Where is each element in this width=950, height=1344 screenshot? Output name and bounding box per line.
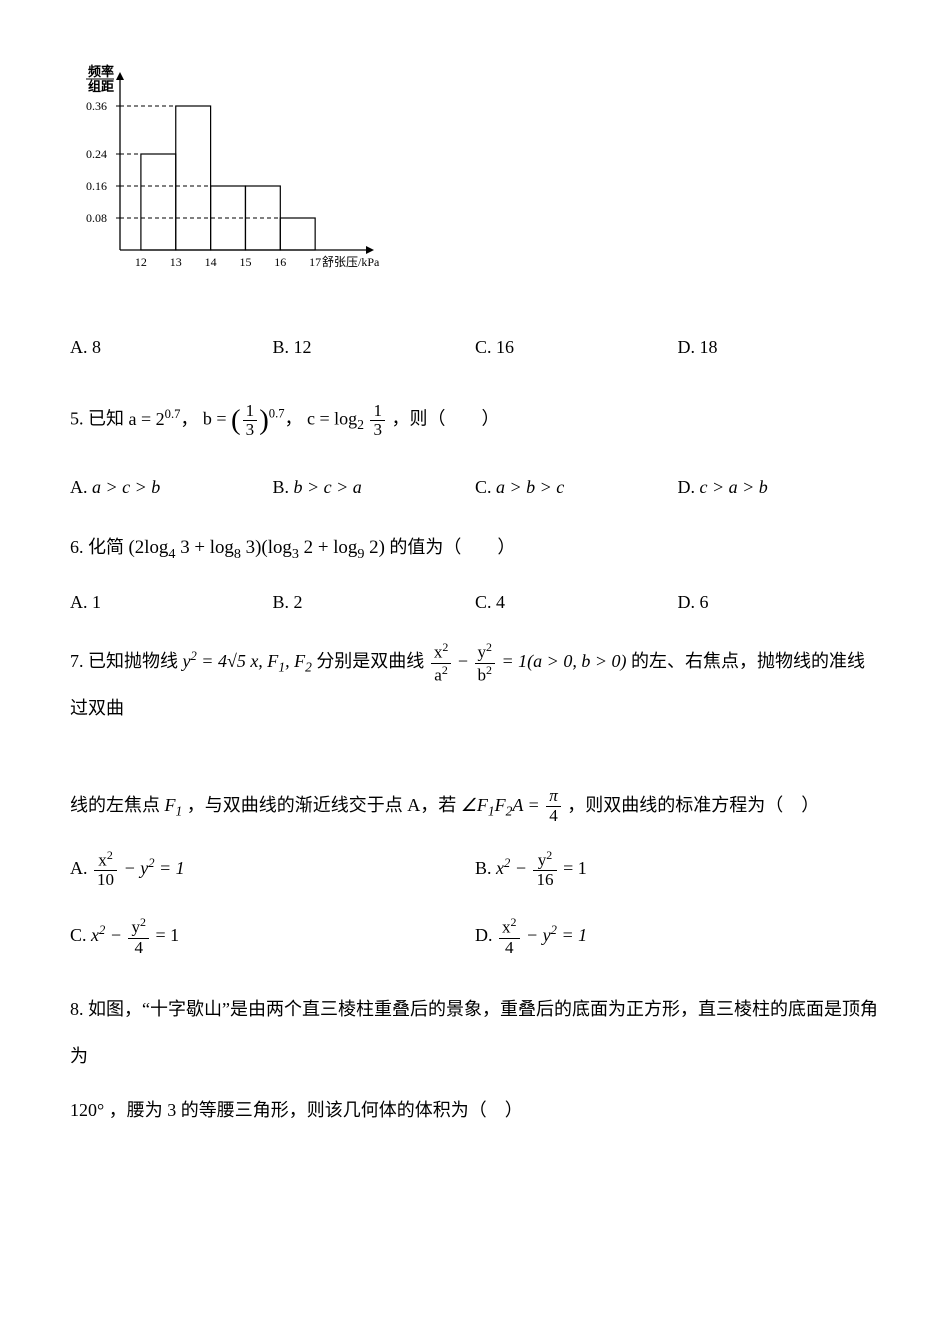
q5-c-den: 3: [370, 421, 385, 440]
q5-b-prefix: b =: [203, 409, 227, 429]
q5-choice-c-label: C.: [475, 477, 492, 497]
svg-text:舒张压/kPa: 舒张压/kPa: [322, 255, 380, 269]
svg-text:12: 12: [135, 255, 147, 269]
q5-choice-d-math: c > a > b: [700, 477, 768, 497]
q6-stem-suffix: 的值为（ ）: [389, 537, 515, 557]
q7a-rest: − y2 = 1: [124, 858, 185, 878]
q5-choice-c-math: a > b > c: [496, 477, 564, 497]
q7-l2-suf: ，则双曲线的标准方程为（ ）: [567, 795, 819, 815]
q5-c-sub: 2: [357, 418, 364, 433]
q7-l2-pre: 线的左焦点: [70, 795, 160, 815]
q6-stem: 6. 化简 (2log4 3 + log8 3)(log3 2 + log9 2…: [70, 523, 880, 573]
q7-h-d1: a2: [431, 664, 452, 685]
q5-b-num: 1: [243, 402, 258, 422]
q7d-d: 4: [499, 939, 520, 958]
histogram-chart: 频率组距 0.36 0.24 0.16 0.08 12 13 14 15 16 17舒张压/kPa: [70, 60, 880, 296]
q7d-rest: − y2 = 1: [526, 925, 587, 945]
q7c-d: 4: [128, 939, 149, 958]
q7c-n: y2: [128, 916, 149, 938]
q7-h-n1: x2: [431, 641, 452, 663]
q4-choice-d: D. 18: [678, 326, 881, 369]
q5-c-prefix: c = log: [307, 409, 357, 429]
q7-f1: F1: [165, 795, 183, 815]
q7-h-n2: y2: [475, 641, 496, 663]
q6-choices: A. 1 B. 2 C. 4 D. 6: [70, 581, 880, 624]
q4-choice-a: A. 8: [70, 326, 273, 369]
q7c-left: x2 −: [91, 925, 126, 945]
q8-l1: 8. 如图，“十字歇山”是由两个直三棱柱重叠后的景象，重叠后的底面为正方形，直三…: [70, 999, 878, 1066]
q5-choice-a-label: A.: [70, 477, 88, 497]
q7a-pre: A.: [70, 858, 88, 878]
q6-choice-a: A. 1: [70, 581, 273, 624]
svg-text:组距: 组距: [88, 79, 114, 94]
q5-stem-pre: 5. 已知: [70, 409, 124, 429]
q5-choices: A. a > c > b B. b > c > a C. a > b > c D…: [70, 466, 880, 509]
q6-stem-pre: 6. 化简: [70, 537, 124, 557]
q8-line2: 120° ，腰为 3 的等腰三角形，则该几何体的体积为（ ）: [70, 1087, 880, 1134]
svg-text:0.36: 0.36: [86, 99, 107, 113]
q6-choice-d: D. 6: [678, 581, 881, 624]
q5-stem-suffix: ，则（ ）: [391, 409, 499, 429]
svg-text:14: 14: [205, 255, 217, 269]
svg-text:0.24: 0.24: [86, 147, 107, 161]
q7-choice-a: A. x210 − y2 = 1: [70, 847, 475, 891]
q6-expr: (2log4 3 + log8 3)(log3 2 + log9 2): [129, 537, 385, 558]
q5-choice-a-math: a > c > b: [92, 477, 160, 497]
q7-parab: y2 = 4√5 x, F1, F2: [183, 651, 312, 671]
q7c-rest: = 1: [156, 925, 180, 945]
svg-text:频率: 频率: [88, 64, 114, 79]
q7-choice-d: D. x24 − y2 = 1: [475, 914, 880, 958]
q8-angle: 120°: [70, 1100, 104, 1120]
q7b-n: y2: [533, 849, 556, 871]
q5-a-expr: a = 20.7，: [129, 409, 199, 429]
q7b-d: 16: [533, 871, 556, 890]
q5-stem: 5. 已知 a = 20.7， b = (13)0.7， c = log2 13…: [70, 383, 880, 458]
q7-choice-b: B. x2 − y216 = 1: [475, 847, 880, 891]
q6-choice-c: C. 4: [475, 581, 678, 624]
q7-pre: 7. 已知抛物线: [70, 651, 178, 671]
q7-angle: ∠F1F2A =: [461, 795, 540, 815]
q7-hrhs: = 1(a > 0, b > 0): [502, 651, 627, 671]
q7a-d: 10: [94, 871, 117, 890]
svg-text:0.16: 0.16: [86, 179, 107, 193]
q8-l2: ，腰为 3 的等腰三角形，则该几何体的体积为（ ）: [109, 1100, 523, 1120]
svg-text:16: 16: [274, 255, 286, 269]
q7b-left: x2 −: [496, 858, 531, 878]
q4-choice-c: C. 16: [475, 326, 678, 369]
q7-choice-c: C. x2 − y24 = 1: [70, 914, 475, 958]
svg-text:15: 15: [239, 255, 251, 269]
q7-l2-mid: ，与双曲线的渐近线交于点 A，若: [187, 795, 457, 815]
q7b-pre: B.: [475, 858, 492, 878]
q7-minus: −: [458, 651, 473, 671]
q8-line1: 8. 如图，“十字歇山”是由两个直三棱柱重叠后的景象，重叠后的底面为正方形，直三…: [70, 986, 880, 1080]
q6-choice-b: B. 2: [273, 581, 476, 624]
svg-text:17: 17: [309, 255, 321, 269]
q4-choices: A. 8 B. 12 C. 16 D. 18: [70, 326, 880, 369]
q5-choice-b-math: b > c > a: [294, 477, 362, 497]
svg-text:0.08: 0.08: [86, 211, 107, 225]
q7-stem-line2: 线的左焦点 F1 ，与双曲线的渐近线交于点 A，若 ∠F1F2A = π4 ，则…: [70, 782, 880, 829]
q7d-n: x2: [499, 916, 520, 938]
svg-text:13: 13: [170, 255, 182, 269]
q7a-n: x2: [94, 849, 117, 871]
q5-choice-d-label: D.: [678, 477, 696, 497]
q7-mid1: 分别是双曲线: [316, 651, 424, 671]
q5-b-exp: 0.7: [269, 407, 285, 421]
q5-b-after: ，: [285, 409, 303, 429]
q5-choice-b-label: B.: [273, 477, 290, 497]
q4-choice-b: B. 12: [273, 326, 476, 369]
q7d-pre: D.: [475, 925, 493, 945]
q7b-rest: = 1: [563, 858, 587, 878]
q7-choices-row1: A. x210 − y2 = 1 B. x2 − y216 = 1: [70, 847, 880, 891]
q7c-pre: C.: [70, 925, 87, 945]
q7-ang-n: π: [546, 787, 561, 807]
q5-b-den: 3: [243, 421, 258, 440]
q7-h-d2: b2: [475, 664, 496, 685]
q7-stem-line1: 7. 已知抛物线 y2 = 4√5 x, F1, F2 分别是双曲线 x2a2 …: [70, 638, 880, 732]
q7-choices-row2: C. x2 − y24 = 1 D. x24 − y2 = 1: [70, 914, 880, 958]
q7-ang-d: 4: [546, 807, 561, 826]
q5-c-num: 1: [370, 402, 385, 422]
